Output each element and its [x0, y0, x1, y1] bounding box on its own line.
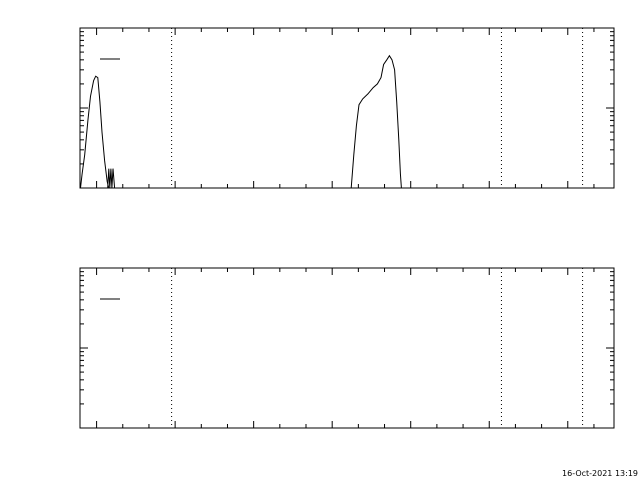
series-line [80, 75, 110, 189]
plot-frame [79, 267, 615, 429]
panel-hi [79, 267, 615, 429]
footer-timestamp: 16-Oct-2021 13:19 [562, 469, 638, 478]
plot-frame [79, 27, 615, 189]
series-line [350, 54, 402, 189]
panel-lo [79, 27, 615, 189]
series-line [107, 168, 116, 189]
